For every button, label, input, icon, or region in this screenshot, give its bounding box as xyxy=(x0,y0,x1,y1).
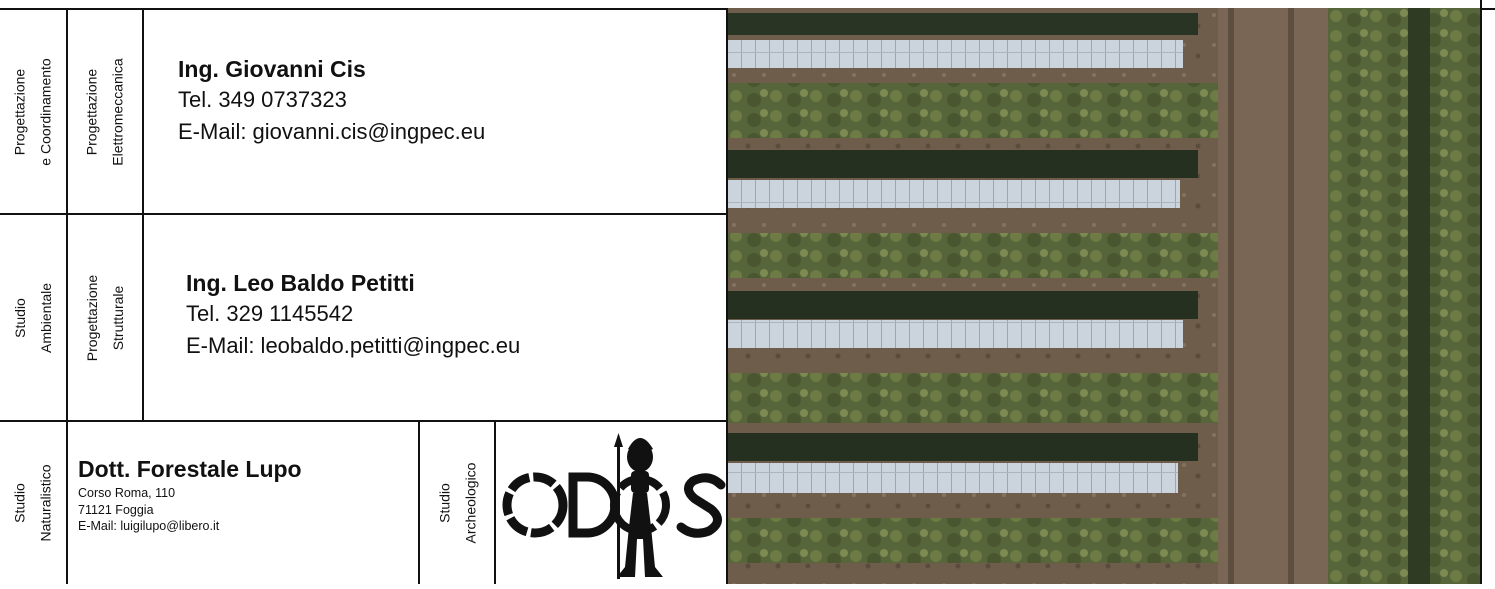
contact-name: Ing. Leo Baldo Petitti xyxy=(186,270,415,296)
label-studio-ambientale: Studio Ambientale xyxy=(0,215,66,420)
right-border xyxy=(1480,0,1482,584)
label-line: Progettazione xyxy=(84,68,101,155)
contact-phone: Tel. 349 0737323 xyxy=(178,87,347,112)
contact-card-lupo: Dott. Forestale Lupo Corso Roma, 110 711… xyxy=(78,453,302,535)
label-line: Ambientale xyxy=(38,282,55,353)
odos-logo xyxy=(495,427,727,584)
right-border-top xyxy=(1480,0,1482,18)
col-divider-4 xyxy=(494,420,496,584)
col-divider-5 xyxy=(726,8,728,584)
label-line: Elettromeccanica xyxy=(110,57,127,166)
label-line: Progettazione xyxy=(84,274,100,361)
contact-phone: Tel. 329 1145542 xyxy=(186,301,354,326)
label-progettazione-strutturale: Progettazione Strutturale xyxy=(68,215,142,420)
aerial-solar-field-photo xyxy=(728,8,1480,584)
label-line: Studio xyxy=(12,297,29,338)
col-divider-2 xyxy=(142,8,144,420)
label-studio-archeologico: Studio Archeologico xyxy=(420,422,494,584)
contact-card-petitti: Ing. Leo Baldo Petitti Tel. 329 1145542 … xyxy=(186,268,520,362)
contact-name: Ing. Giovanni Cis xyxy=(178,56,366,82)
row-divider-1 xyxy=(0,213,728,215)
contact-card-cis: Ing. Giovanni Cis Tel. 349 0737323 E-Mai… xyxy=(178,54,485,148)
label-line: e Coordinamento xyxy=(38,57,54,166)
row-divider-2 xyxy=(0,420,728,422)
warrior-figure-icon xyxy=(502,433,726,579)
contact-city: 71121 Foggia xyxy=(78,502,154,517)
label-line: Studio xyxy=(436,483,452,523)
label-line: Progettazione xyxy=(12,68,28,155)
contact-email: E-Mail: giovanni.cis@ingpec.eu xyxy=(178,119,486,144)
label-studio-naturalistico: Studio Naturalistico xyxy=(0,422,66,584)
contact-address: Corso Roma, 110 xyxy=(78,486,176,500)
contact-email: E-Mail: leobaldo.petitti@ingpec.eu xyxy=(186,333,521,358)
col-divider-1 xyxy=(66,8,68,584)
solar-field-image xyxy=(728,8,1480,584)
label-line: Studio xyxy=(12,483,28,523)
label-progettazione-elettromeccanica: Progettazione Elettromeccanica xyxy=(68,10,142,213)
contact-email: E-Mail: luigilupo@libero.it xyxy=(78,519,220,533)
label-line: Naturalistico xyxy=(38,464,54,542)
label-progettazione-coordinamento: Progettazione e Coordinamento xyxy=(0,10,66,213)
label-line: Archeologico xyxy=(462,462,478,544)
label-line: Strutturale xyxy=(110,285,126,350)
col-divider-3 xyxy=(418,420,420,584)
contact-name: Dott. Forestale Lupo xyxy=(78,456,302,482)
